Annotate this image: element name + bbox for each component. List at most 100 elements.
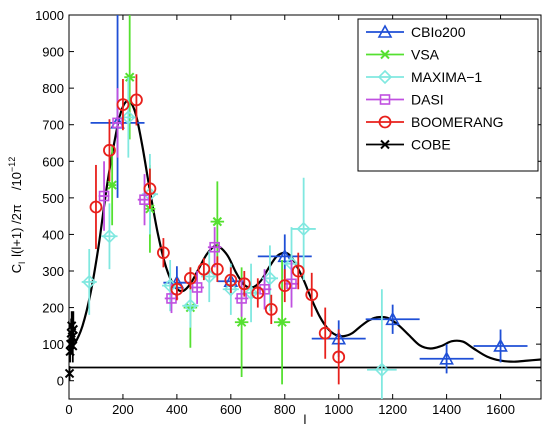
boomerang-point bbox=[237, 271, 251, 297]
boomerang-point bbox=[251, 278, 265, 308]
legend-label: MAXIMA−1 bbox=[411, 69, 482, 85]
boomerang-point bbox=[210, 256, 224, 282]
legend-item-vsa: VSA bbox=[366, 47, 440, 63]
boomerang-marker bbox=[291, 264, 305, 278]
dasi-marker bbox=[191, 282, 203, 293]
legend-marker bbox=[379, 94, 391, 105]
y-tick-label: 200 bbox=[42, 301, 64, 316]
boomerang-marker bbox=[237, 277, 251, 291]
y-tick-label: 900 bbox=[42, 45, 64, 60]
legend-label: BOOMERANG bbox=[411, 114, 504, 130]
boomerang-marker bbox=[210, 262, 224, 276]
x-tick-label: 1400 bbox=[432, 402, 461, 417]
boomerang-point bbox=[170, 278, 184, 301]
y-tick-label: 100 bbox=[42, 337, 64, 352]
y-label-exponent: −12 bbox=[7, 157, 17, 172]
x-tick-label: 1200 bbox=[378, 402, 407, 417]
vsa-point bbox=[107, 144, 117, 226]
dasi-marker bbox=[209, 241, 220, 253]
y-label-main: C bbox=[9, 264, 24, 273]
cobe-marker bbox=[68, 324, 79, 335]
series-cobe bbox=[64, 311, 79, 381]
y-label-unit: /10 bbox=[9, 172, 24, 190]
boomerang-marker bbox=[130, 93, 143, 107]
dasi-point bbox=[284, 260, 299, 308]
boomerang-point bbox=[332, 329, 346, 385]
vsa-point bbox=[124, 15, 136, 140]
dasi-marker bbox=[259, 283, 270, 295]
cbio200-point bbox=[365, 304, 420, 334]
dasi-point bbox=[207, 227, 222, 268]
dasi-marker bbox=[236, 293, 247, 304]
cobe-point bbox=[68, 311, 79, 348]
boomerang-point bbox=[291, 252, 305, 290]
maxima-1-marker bbox=[121, 110, 136, 125]
cbio200-marker bbox=[493, 338, 508, 352]
boomerang-marker bbox=[224, 273, 238, 287]
x-tick-label: 400 bbox=[166, 402, 188, 417]
dasi-point bbox=[98, 161, 110, 231]
boomerang-marker bbox=[143, 182, 157, 196]
boomerang-marker bbox=[332, 350, 346, 364]
boomerang-marker bbox=[278, 279, 292, 293]
maxima-1-marker bbox=[296, 221, 311, 237]
boomerang-point bbox=[89, 164, 103, 250]
dasi-marker bbox=[98, 190, 110, 202]
boomerang-point bbox=[116, 79, 130, 131]
boomerang-marker bbox=[156, 246, 170, 260]
maxima-1-point bbox=[367, 289, 397, 399]
maxima-1-point bbox=[242, 263, 260, 323]
y-tick-label: 600 bbox=[42, 154, 64, 169]
y-label-rest: l(l+1) /2π bbox=[9, 204, 24, 257]
maxima-1-point bbox=[81, 249, 97, 315]
y-tick-label: 0 bbox=[57, 374, 64, 389]
boomerang-marker bbox=[103, 143, 116, 157]
boomerang-marker bbox=[183, 271, 197, 285]
cobe-point bbox=[64, 366, 75, 381]
vsa-marker bbox=[124, 72, 135, 82]
vsa-marker bbox=[212, 216, 223, 227]
maxima-1-marker bbox=[223, 282, 238, 297]
legend-item-cobe: COBE bbox=[366, 137, 451, 153]
y-tick-label: 400 bbox=[42, 227, 64, 242]
legend-item-boomerang: BOOMERANG bbox=[366, 114, 504, 130]
y-tick-label: 500 bbox=[42, 191, 64, 206]
vsa-marker bbox=[277, 317, 287, 327]
y-tick-label: 700 bbox=[42, 118, 64, 133]
cbio200-marker bbox=[385, 311, 401, 326]
legend-label: CBIo200 bbox=[411, 24, 466, 40]
boomerang-marker bbox=[251, 286, 265, 300]
x-tick-label: 600 bbox=[220, 402, 242, 417]
maxima-1-marker bbox=[262, 271, 278, 286]
legend-item-dasi: DASI bbox=[366, 92, 444, 108]
maxima-1-marker bbox=[243, 285, 259, 301]
cbio200-point bbox=[419, 344, 474, 374]
cobe-marker bbox=[64, 368, 75, 379]
cbio200-marker bbox=[277, 248, 293, 263]
series-vsa bbox=[107, 15, 291, 385]
legend-marker bbox=[380, 139, 390, 150]
boomerang-marker bbox=[89, 200, 103, 214]
y-tick-label: 300 bbox=[42, 264, 64, 279]
legend-label: COBE bbox=[411, 137, 451, 153]
maxima-1-marker bbox=[374, 362, 390, 377]
legend-item-cbio200: CBIo200 bbox=[366, 24, 466, 40]
maxima-1-point bbox=[101, 203, 118, 270]
boomerang-point bbox=[130, 74, 143, 126]
boomerang-point bbox=[183, 267, 197, 290]
maxima-1-marker bbox=[102, 229, 117, 244]
x-tick-label: 1600 bbox=[486, 402, 515, 417]
vsa-marker bbox=[107, 180, 117, 190]
legend-marker bbox=[377, 69, 393, 85]
boomerang-marker bbox=[197, 262, 211, 276]
boomerang-point bbox=[156, 238, 170, 268]
boomerang-marker bbox=[116, 98, 130, 111]
legend-marker bbox=[377, 24, 393, 38]
axes bbox=[68, 14, 542, 400]
dasi-point bbox=[257, 269, 272, 310]
y-tick-label: 800 bbox=[42, 81, 64, 96]
boomerang-point bbox=[278, 269, 292, 303]
boomerang-marker bbox=[305, 288, 319, 302]
maxima-1-point bbox=[182, 283, 199, 328]
